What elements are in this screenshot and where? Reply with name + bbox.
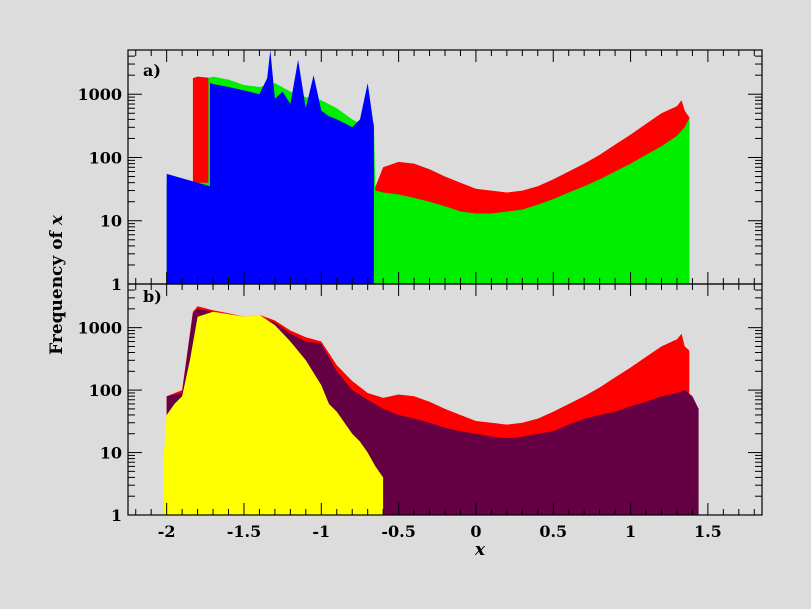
x-tick-label: 1.5 <box>694 522 722 541</box>
x-tick-label: 0.5 <box>539 522 567 541</box>
x-tick-label: -1 <box>312 522 330 541</box>
y-tick-label: 10 <box>100 212 122 231</box>
x-tick-label: -2 <box>158 522 176 541</box>
x-tick-label: -1.5 <box>227 522 261 541</box>
axes-layer: 1 10 100 1000 1 10 100 1000 -2 -1.5 -1 -0.5 0 0.5 1 1.5 <box>77 49 763 541</box>
x-tick-label: 0 <box>470 522 481 541</box>
panel-b-series-group <box>163 306 699 515</box>
x-tick-label: 1 <box>625 522 636 541</box>
y-tick-label: 100 <box>89 148 122 167</box>
x-tick-label: -0.5 <box>381 522 415 541</box>
y-tick-label: 1 <box>111 506 122 525</box>
y-axis-title-text: Frequency of <box>47 225 67 355</box>
panel-b-label: b) <box>143 287 162 306</box>
panel-a-series-2-area <box>166 50 374 284</box>
y-tick-label: 1000 <box>77 319 122 338</box>
y-tick-label: 100 <box>89 381 122 400</box>
y-tick-label: 1000 <box>77 85 122 104</box>
panel-b-series-2-area <box>163 311 384 515</box>
y-tick-label: 10 <box>100 444 122 463</box>
panel-a-series-group <box>166 50 690 284</box>
y-axis-title: Frequency of x <box>47 214 67 355</box>
y-tick-label: 1 <box>111 275 122 294</box>
panel-a-label: a) <box>143 61 161 80</box>
y-axis-title-variable: x <box>47 214 67 226</box>
x-axis-title: x <box>474 540 486 560</box>
